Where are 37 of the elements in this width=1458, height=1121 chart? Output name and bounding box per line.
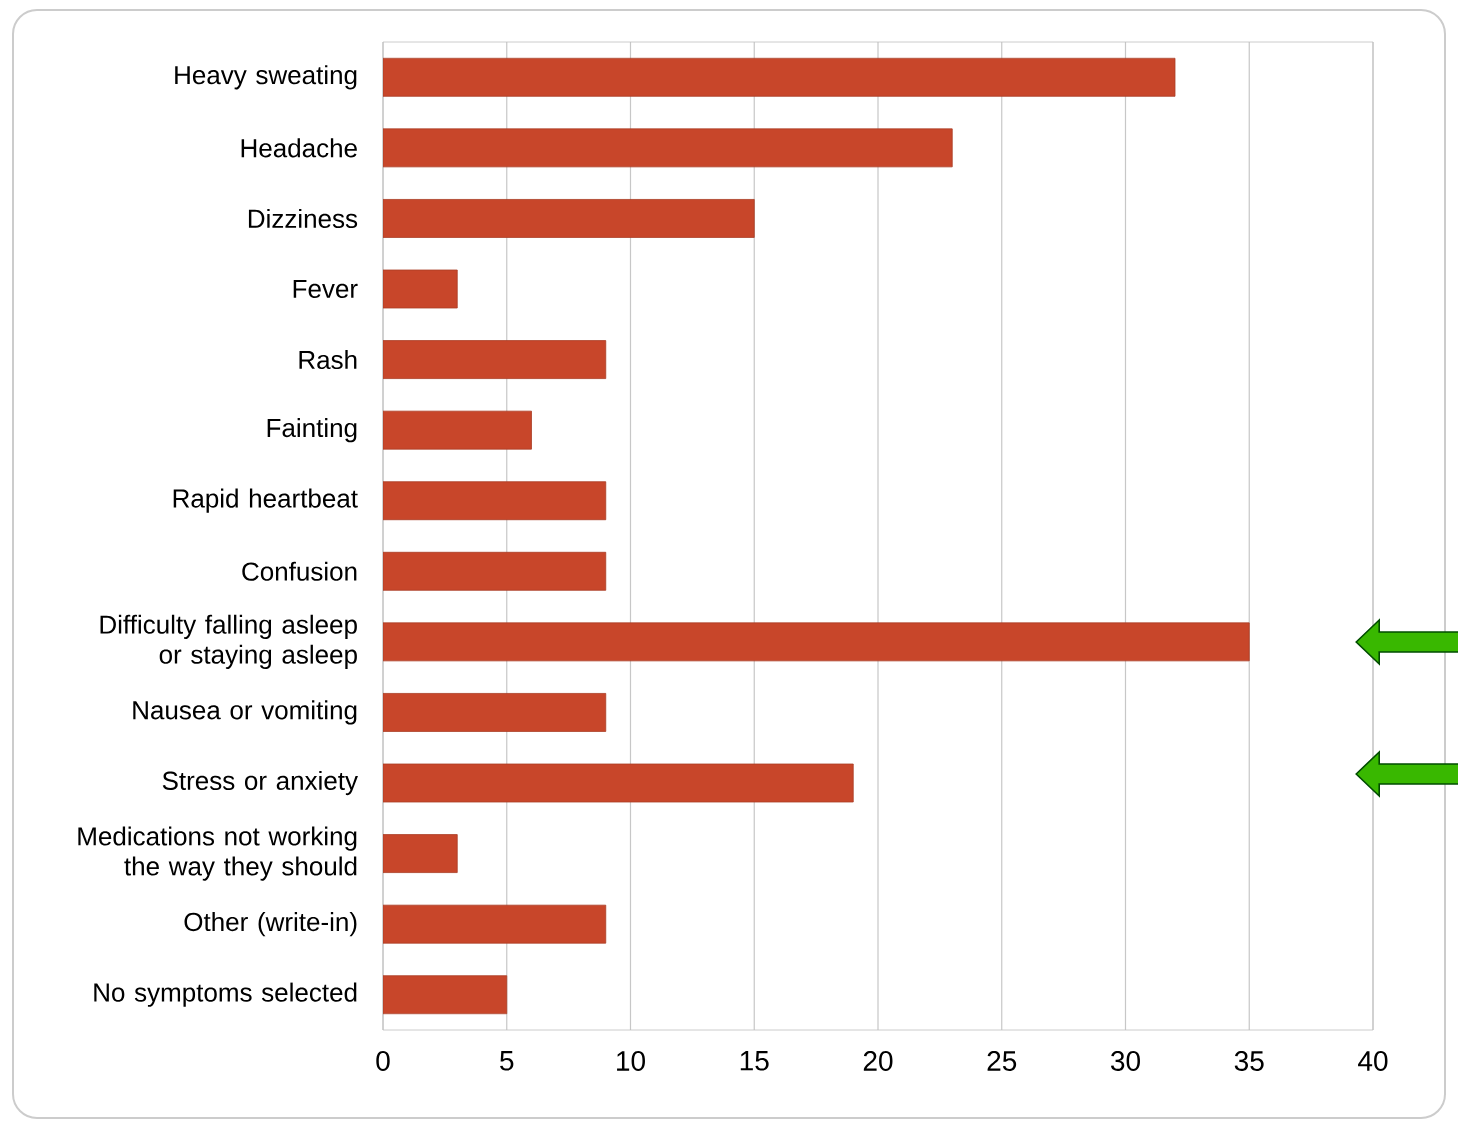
x-tick-label: 10 <box>617 1051 645 1071</box>
bar <box>383 340 607 379</box>
x-tick-label: 40 <box>1358 1051 1388 1071</box>
y-tick-label: Heavy sweating <box>175 65 357 90</box>
x-tick-label: 5 <box>500 1051 514 1071</box>
x-tick-label: 35 <box>1234 1051 1264 1071</box>
y-tick-label: Stress or anxiety <box>162 770 358 796</box>
y-tick-label: Medications not working the way they should <box>78 826 357 881</box>
x-tick-label: 15 <box>740 1051 769 1071</box>
x-tick-label: 25 <box>987 1051 1017 1071</box>
bar <box>383 763 854 803</box>
y-tick-label: Nausea or vomiting <box>133 700 357 725</box>
bar <box>383 693 607 732</box>
bar <box>383 904 607 944</box>
bar <box>383 834 458 873</box>
bar <box>383 622 1250 662</box>
bar <box>383 199 755 238</box>
y-tick-label: Headache <box>241 138 357 158</box>
bar <box>383 57 1176 97</box>
y-tick-label: Rapid heartbeat <box>173 488 358 513</box>
y-tick-label: Difficulty falling asleep or staying asleep <box>100 614 357 669</box>
bar <box>383 975 508 1015</box>
x-tick-label: 0 <box>376 1051 390 1071</box>
bar <box>383 128 953 168</box>
bar <box>383 410 532 450</box>
bar <box>383 481 607 521</box>
y-tick-label: Dizziness <box>248 208 358 228</box>
y-tick-label: Fever <box>293 279 358 299</box>
y-tick-label: No symptoms selected <box>94 982 357 1007</box>
y-tick-label: Other (write-in) <box>184 912 357 937</box>
x-tick-label: 20 <box>863 1051 893 1071</box>
y-tick-label: Confusion <box>242 561 357 581</box>
x-tick-label: 30 <box>1110 1051 1140 1071</box>
bar <box>383 551 607 591</box>
bar <box>383 269 458 309</box>
y-tick-label: Fainting <box>267 418 357 443</box>
y-tick-label: Rash <box>299 350 357 370</box>
